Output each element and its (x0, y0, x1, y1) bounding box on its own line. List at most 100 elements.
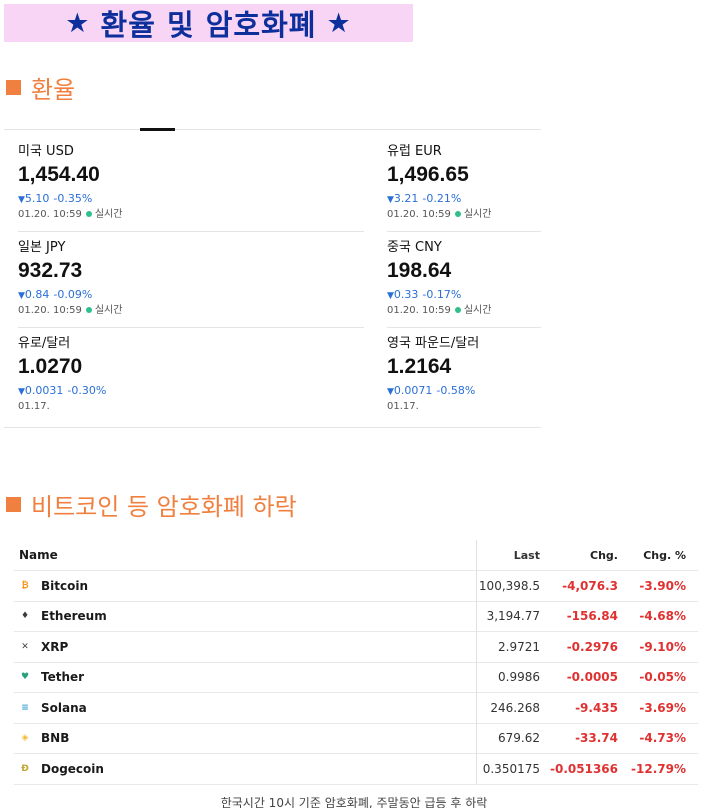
coin-change: -0.051366 (550, 761, 618, 776)
fx-change: ▼0.84 -0.09% (18, 288, 93, 301)
fx-item-gbpusd[interactable]: 영국 파운드/달러 1.2164 ▼0.0071 -0.58% 01.17. (387, 336, 587, 414)
image-caption: 한국시간 10시 기준 암호화폐, 주말동안 급등 후 하락 (220, 796, 488, 808)
coin-last-price: 246.268 (490, 700, 540, 715)
coin-last-price: 100,398.5 (478, 578, 540, 593)
live-dot-icon (454, 210, 461, 217)
coin-change-pct: -3.90% (639, 578, 686, 593)
coin-last-price: 0.9986 (498, 670, 540, 685)
table-row[interactable]: ♦ Ethereum 3,194.77 -156.84 -4.68% (14, 602, 698, 632)
coin-change-pct: -9.10% (639, 639, 686, 654)
table-row[interactable]: ◈ BNB 679.62 -33.74 -4.73% (14, 724, 698, 754)
column-header-change-pct[interactable]: Chg. % (643, 548, 686, 562)
divider (387, 327, 541, 328)
coin-change: -33.74 (575, 731, 618, 746)
coin-change-pct: -3.69% (639, 700, 686, 715)
fx-name: 유럽 EUR (387, 144, 442, 159)
table-row[interactable]: ✕ XRP 2.9721 -0.2976 -9.10% (14, 632, 698, 663)
coin-change-pct: -0.05% (639, 670, 686, 685)
column-header-last[interactable]: Last (513, 548, 540, 562)
fx-name: 유로/달러 (18, 336, 71, 351)
table-row[interactable]: ♥ Tether 0.9986 -0.0005 -0.05% (14, 663, 698, 693)
bitcoin-icon: ₿ (21, 581, 29, 592)
fx-timestamp: 01.20. 10:59 실시간 (18, 305, 123, 316)
active-tab-indicator (140, 128, 175, 131)
fx-value: 932.73 (18, 259, 83, 282)
divider (18, 327, 364, 328)
fx-change: ▼0.33 -0.17% (387, 288, 462, 301)
table-row[interactable]: ≡ Solana 246.268 -9.435 -3.69% (14, 693, 698, 724)
fx-value: 198.64 (387, 259, 452, 282)
live-dot-icon (85, 306, 92, 313)
fx-timestamp: 01.17. (387, 401, 419, 412)
divider (18, 231, 364, 232)
down-arrow-icon: ▼ (387, 195, 394, 205)
square-bullet-icon (6, 80, 21, 95)
coin-last-price: 3,194.77 (486, 609, 540, 624)
divider (387, 231, 541, 232)
coin-last-price: 679.62 (498, 731, 540, 746)
table-row[interactable]: Ð Dogecoin 0.350175 -0.051366 -12.79% (14, 754, 698, 785)
coin-name[interactable]: ≡ Solana (19, 693, 87, 723)
fx-item-cny[interactable]: 중국 CNY 198.64 ▼0.33 -0.17% 01.20. 10:59 실시… (387, 240, 587, 318)
fx-item-usd[interactable]: 미국 USD 1,454.40 ▼5.10 -0.35% 01.20. 10:59… (18, 144, 218, 222)
coin-last-price: 2.9721 (498, 639, 540, 654)
fx-section-heading: 환율 (6, 70, 75, 105)
xrp-icon: ✕ (21, 641, 29, 652)
down-arrow-icon: ▼ (387, 387, 394, 397)
tether-icon: ♥ (20, 672, 30, 683)
divider (4, 129, 541, 130)
down-arrow-icon: ▼ (387, 291, 394, 301)
down-arrow-icon: ▼ (18, 195, 25, 205)
coin-change-pct: -4.68% (639, 609, 686, 624)
fx-section-title: 환율 (31, 76, 76, 104)
live-dot-icon (454, 306, 461, 313)
banner-title: 환율 및 암호화폐 (100, 8, 317, 42)
coin-change: -0.0005 (566, 670, 618, 685)
coin-name[interactable]: ♥ Tether (20, 670, 85, 685)
coin-change-pct: -12.79% (631, 761, 686, 776)
coin-name[interactable]: ✕ XRP (19, 632, 68, 662)
coin-last-price: 0.350175 (482, 761, 540, 776)
coin-name[interactable]: ₿ Bitcoin (19, 571, 88, 601)
fx-value: 1,496.65 (387, 163, 469, 186)
coin-name[interactable]: Ð Dogecoin (19, 754, 104, 784)
fx-change: ▼5.10 -0.35% (18, 192, 93, 205)
solana-icon: ≡ (21, 702, 29, 713)
fx-value: 1.0270 (18, 355, 83, 378)
fx-timestamp: 01.20. 10:59 실시간 (387, 305, 492, 316)
crypto-section-heading: 비트코인 등 암호화폐 하락 (6, 487, 297, 522)
coin-name[interactable]: ♦ Ethereum (20, 609, 107, 624)
ethereum-icon: ♦ (20, 611, 30, 622)
fx-name: 영국 파운드/달러 (387, 336, 480, 351)
fx-item-eur[interactable]: 유럽 EUR 1,496.65 ▼3.21 -0.21% 01.20. 10:59… (387, 144, 587, 222)
table-row[interactable]: ₿ Bitcoin 100,398.5 -4,076.3 -3.90% (14, 571, 698, 602)
fx-item-eurusd[interactable]: 유로/달러 1.0270 ▼0.0031 -0.30% 01.17. (18, 336, 218, 414)
star-icon: ★ (65, 7, 91, 39)
coin-change: -0.2976 (566, 639, 618, 654)
coin-change: -156.84 (566, 609, 618, 624)
coin-name[interactable]: ◈ BNB (19, 724, 70, 754)
fx-timestamp: 01.20. 10:59 실시간 (387, 209, 492, 220)
divider (4, 427, 541, 428)
fx-name: 미국 USD (18, 144, 74, 159)
column-header-name[interactable]: Name (19, 548, 58, 562)
bnb-icon: ◈ (21, 733, 29, 744)
star-icon: ★ (326, 7, 352, 39)
fx-change: ▼3.21 -0.21% (387, 192, 462, 205)
table-header: Name Last Chg. Chg. % (14, 540, 698, 571)
fx-value: 1,454.40 (18, 163, 100, 186)
fx-value: 1.2164 (387, 355, 452, 378)
column-header-change[interactable]: Chg. (590, 548, 618, 562)
fx-timestamp: 01.17. (18, 401, 50, 412)
fx-name: 중국 CNY (387, 240, 442, 255)
crypto-table: Name Last Chg. Chg. % ₿ Bitcoin 100,398.5 -… (14, 540, 698, 785)
down-arrow-icon: ▼ (18, 291, 25, 301)
coin-change: -4,076.3 (562, 578, 618, 593)
fx-timestamp: 01.20. 10:59 실시간 (18, 209, 123, 220)
down-arrow-icon: ▼ (18, 387, 25, 397)
dogecoin-icon: Ð (21, 763, 29, 774)
fx-item-jpy[interactable]: 일본 JPY 932.73 ▼0.84 -0.09% 01.20. 10:59 실시… (18, 240, 218, 318)
fx-name: 일본 JPY (18, 240, 66, 255)
fx-change: ▼0.0071 -0.58% (387, 384, 476, 397)
live-dot-icon (85, 210, 92, 217)
